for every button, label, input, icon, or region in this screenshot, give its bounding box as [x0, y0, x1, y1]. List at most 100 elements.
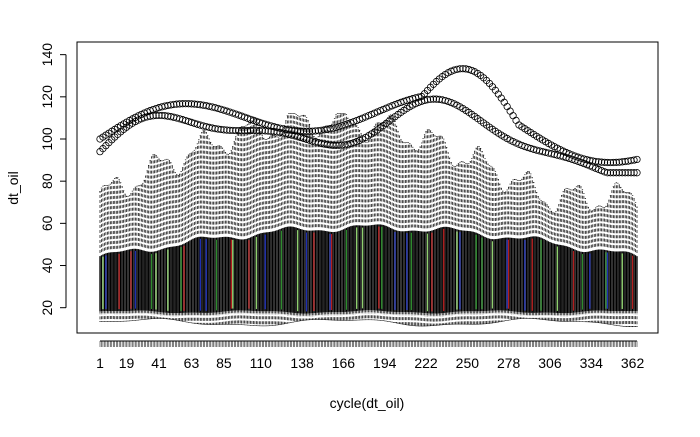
y-tick-label: 20 — [39, 300, 55, 316]
box — [171, 165, 173, 320]
outlier-point — [633, 169, 641, 177]
box — [447, 152, 449, 325]
box — [201, 132, 203, 325]
box — [450, 162, 452, 325]
box — [488, 165, 491, 324]
box — [238, 128, 240, 325]
box — [339, 113, 342, 321]
box — [435, 136, 438, 326]
box — [593, 209, 595, 323]
box — [472, 154, 474, 325]
box — [611, 190, 613, 326]
box — [378, 122, 380, 321]
box — [415, 150, 417, 327]
box — [429, 130, 432, 327]
box — [574, 187, 576, 322]
box — [494, 170, 497, 323]
box — [117, 177, 119, 322]
box — [304, 115, 306, 321]
box — [609, 195, 612, 325]
box — [155, 155, 157, 319]
box — [522, 176, 525, 319]
x-tick-label: 85 — [216, 355, 232, 371]
box — [426, 129, 429, 327]
box — [236, 131, 238, 325]
box — [298, 115, 300, 322]
box — [581, 189, 584, 323]
box — [431, 132, 433, 326]
box — [451, 164, 454, 325]
box — [478, 146, 480, 325]
x-tick-label: 63 — [184, 355, 200, 371]
box — [389, 114, 392, 323]
box — [243, 126, 246, 326]
box — [538, 198, 541, 320]
box — [131, 190, 134, 321]
box — [121, 186, 123, 322]
box — [448, 157, 451, 325]
outlier-point — [627, 169, 635, 177]
outlier-point — [311, 127, 319, 135]
box — [214, 146, 216, 325]
box — [261, 135, 263, 327]
box — [285, 120, 287, 324]
outlier-point — [615, 158, 623, 166]
box — [589, 209, 591, 323]
box — [347, 117, 349, 321]
outlier-point — [299, 127, 308, 135]
box — [559, 199, 561, 322]
box — [565, 187, 567, 322]
box — [519, 180, 522, 319]
box — [342, 113, 345, 321]
outlier-point — [603, 158, 612, 167]
y-tick-label: 60 — [39, 215, 55, 231]
box — [165, 158, 168, 320]
box — [125, 195, 128, 322]
box — [571, 189, 573, 322]
box — [518, 180, 520, 320]
box — [223, 149, 225, 325]
box — [199, 135, 202, 325]
outlier-point — [149, 112, 157, 120]
box — [145, 175, 147, 320]
box — [487, 163, 489, 324]
box — [564, 188, 566, 322]
outlier-point — [335, 141, 343, 149]
x-tick-label: 1 — [96, 355, 104, 371]
x-tick-label: 306 — [538, 355, 562, 371]
box — [164, 159, 166, 320]
x-axis-label: cycle(dt_oil) — [330, 395, 405, 411]
box — [205, 132, 207, 325]
box — [183, 163, 185, 322]
outlier-point — [459, 65, 467, 73]
outlier-point — [609, 169, 617, 177]
box — [277, 136, 280, 326]
outlier-point — [261, 127, 269, 135]
outlier-point — [173, 100, 181, 108]
box — [543, 201, 545, 320]
box — [388, 115, 390, 322]
box — [249, 119, 252, 326]
box — [348, 120, 350, 321]
box — [513, 179, 516, 320]
outlier-point — [158, 111, 166, 120]
box — [584, 198, 587, 323]
box — [409, 143, 411, 326]
box — [406, 142, 408, 326]
box — [484, 158, 486, 325]
outlier-point — [595, 158, 603, 166]
x-tick-label: 166 — [332, 355, 356, 371]
box — [617, 182, 619, 326]
box — [153, 154, 156, 319]
box — [404, 142, 407, 325]
box — [301, 115, 303, 321]
outlier-point — [246, 126, 255, 135]
outlier-point — [288, 126, 296, 134]
box — [575, 186, 578, 322]
box — [416, 150, 418, 327]
outlier-point — [606, 169, 615, 177]
box — [391, 115, 393, 323]
box — [354, 124, 356, 321]
box — [566, 188, 569, 322]
box — [133, 188, 135, 321]
